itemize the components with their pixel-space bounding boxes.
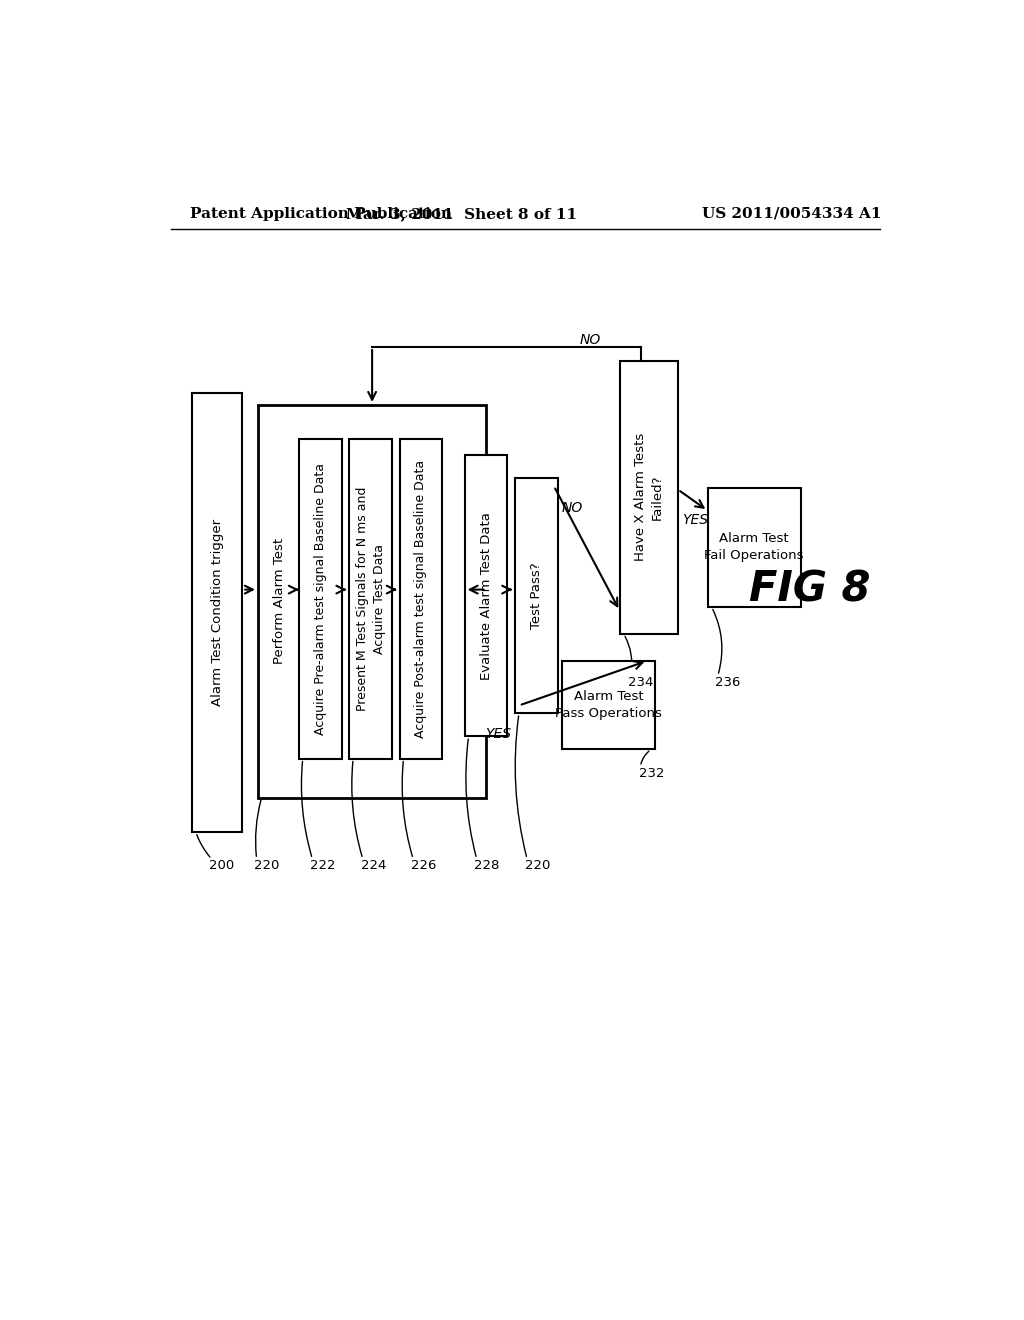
Bar <box>465 455 507 737</box>
Bar <box>258 405 486 797</box>
Text: Test Pass?: Test Pass? <box>530 562 543 630</box>
Text: Patent Application Publication: Patent Application Publication <box>190 207 452 220</box>
Text: 200: 200 <box>209 859 234 873</box>
Text: NO: NO <box>561 502 583 515</box>
Bar <box>299 440 342 759</box>
Text: YES: YES <box>682 513 708 527</box>
Text: 234: 234 <box>628 676 653 689</box>
Text: 228: 228 <box>474 859 500 873</box>
Bar <box>708 487 801 607</box>
Text: 220: 220 <box>254 859 280 873</box>
Text: 220: 220 <box>524 859 550 873</box>
Text: NO: NO <box>580 333 601 347</box>
Text: 224: 224 <box>360 859 386 873</box>
Text: Alarm Test Condition trigger: Alarm Test Condition trigger <box>211 519 223 706</box>
Text: US 2011/0054334 A1: US 2011/0054334 A1 <box>701 207 881 220</box>
Text: FIG 8: FIG 8 <box>750 569 870 611</box>
Text: Have X Alarm Tests
Failed?: Have X Alarm Tests Failed? <box>634 433 664 561</box>
Text: 232: 232 <box>640 767 665 780</box>
Text: 226: 226 <box>411 859 436 873</box>
Bar <box>349 440 392 759</box>
Bar <box>562 661 655 750</box>
Bar <box>399 440 442 759</box>
Bar <box>191 393 243 832</box>
Text: Evaluate Alarm Test Data: Evaluate Alarm Test Data <box>479 512 493 680</box>
Text: YES: YES <box>485 727 511 741</box>
Text: 222: 222 <box>310 859 336 873</box>
Text: Present M Test Signals for N ms and
Acquire Test Data: Present M Test Signals for N ms and Acqu… <box>355 487 386 711</box>
Bar <box>515 478 558 713</box>
Text: Alarm Test
Fail Operations: Alarm Test Fail Operations <box>705 532 804 562</box>
Text: Mar. 3, 2011  Sheet 8 of 11: Mar. 3, 2011 Sheet 8 of 11 <box>346 207 577 220</box>
Text: 236: 236 <box>716 676 740 689</box>
Text: Acquire Post-alarm test signal Baseline Data: Acquire Post-alarm test signal Baseline … <box>415 459 427 738</box>
Text: Acquire Pre-alarm test signal Baseline Data: Acquire Pre-alarm test signal Baseline D… <box>313 463 327 735</box>
Bar <box>620 360 678 634</box>
Text: Alarm Test
Pass Operations: Alarm Test Pass Operations <box>555 690 662 721</box>
Text: Perform Alarm Test: Perform Alarm Test <box>273 539 286 664</box>
